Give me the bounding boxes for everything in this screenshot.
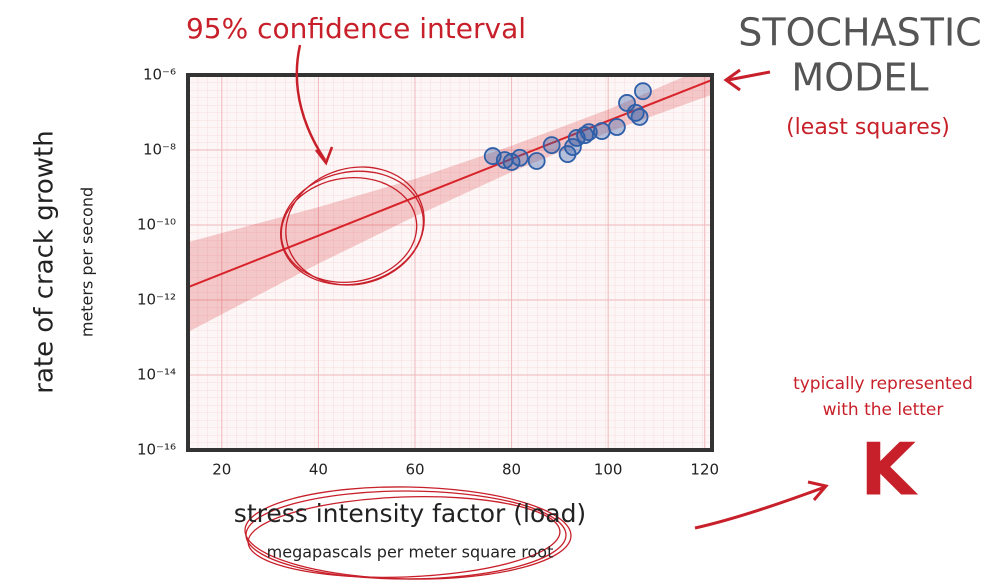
decorations (244, 44, 829, 580)
point (607, 118, 626, 136)
letter-note: with the letter (823, 400, 944, 420)
fit-line (188, 78, 712, 289)
point (564, 138, 582, 156)
point (510, 148, 529, 167)
y-tick-label: 10⁻¹² (137, 291, 176, 309)
model-note: (least squares) (786, 115, 950, 140)
confidence-band (188, 75, 712, 333)
point (502, 153, 521, 171)
x-tick-label: 80 (502, 461, 521, 479)
point (527, 152, 546, 170)
x-tick-label: 120 (690, 461, 719, 479)
point (634, 82, 652, 101)
x-tick-label: 60 (405, 461, 424, 479)
y-tick-label: 10⁻⁸ (143, 141, 176, 159)
point (579, 123, 598, 142)
x-tick-label: 100 (594, 461, 623, 479)
x-axis-sublabel: megapascals per meter square root (267, 543, 554, 562)
point (592, 122, 611, 140)
y-tick-label: 10⁻⁶ (143, 66, 176, 84)
y-tick-label: 10⁻¹⁰ (137, 216, 176, 234)
x-tick-label: 40 (309, 461, 328, 479)
annotation: 95% confidence interval (186, 12, 526, 45)
y-tick-label: 10⁻¹⁶ (137, 441, 176, 459)
model-title: MODEL (791, 56, 928, 100)
letter-note: typically represented (793, 374, 973, 394)
y-tick-label: 10⁻¹⁴ (137, 366, 176, 384)
y-axis-sublabel: meters per second (78, 187, 97, 337)
model-title: STOCHASTIC (738, 11, 981, 55)
x-tick-label: 20 (212, 461, 231, 479)
letter: K (860, 428, 918, 512)
point (630, 108, 649, 126)
point (542, 136, 561, 155)
x-axis-label: stress intensity factor (load) (234, 499, 586, 528)
plot-frame (186, 73, 714, 452)
y-axis-label: rate of crack growth (30, 130, 60, 393)
minor-grid (188, 75, 712, 450)
